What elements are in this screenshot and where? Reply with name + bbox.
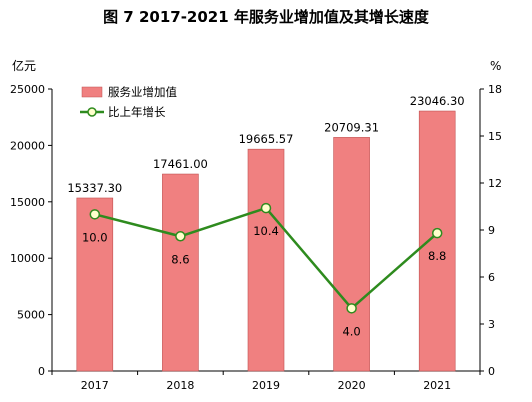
growth-point	[89, 209, 101, 220]
left-tick-label: 5000	[17, 309, 45, 322]
right-tick-label: 12	[488, 177, 502, 190]
chart-title: 图 7 2017-2021 年服务业增加值及其增长速度	[103, 8, 430, 26]
growth-point	[346, 303, 357, 314]
legend: 服务业增加值 比上年增长	[80, 85, 177, 119]
growth-value-label: 8.8	[428, 249, 446, 263]
left-axis-unit: 亿元	[12, 58, 36, 73]
growth-value-label: 10.0	[82, 230, 108, 244]
legend-bar-swatch	[81, 86, 103, 98]
growth-value-label: 8.6	[171, 252, 189, 266]
plot-area: 0 5000 10000 15000 20000 25000 0 3 6 9 12 15 18 2017 2…	[10, 83, 502, 392]
x-tick-label: 2020	[338, 379, 366, 392]
x-tick-label: 2017	[81, 379, 109, 392]
bar	[418, 110, 456, 372]
bar	[76, 197, 114, 372]
bar	[333, 137, 370, 372]
right-tick-label: 0	[488, 365, 495, 378]
right-tick-label: 15	[488, 130, 502, 143]
bar-value-label: 19665.57	[239, 132, 294, 146]
bar-value-label: 23046.30	[410, 94, 465, 108]
growth-value-label: 4.0	[342, 324, 360, 338]
left-tick-label: 10000	[10, 252, 45, 265]
bar-value-label: 17461.00	[153, 157, 208, 171]
left-tick-label: 15000	[10, 196, 45, 209]
bar-value-label: 15337.30	[67, 181, 122, 195]
right-tick-label: 6	[488, 271, 495, 284]
legend-line-marker	[87, 107, 97, 117]
growth-point	[260, 202, 272, 214]
growth-point	[175, 231, 186, 242]
right-tick-label: 18	[488, 83, 502, 96]
bar-value-label: 20709.31	[324, 120, 379, 134]
right-tick-label: 3	[488, 318, 495, 331]
left-tick-label: 25000	[10, 83, 45, 96]
left-tick-label: 20000	[10, 139, 45, 152]
x-tick-label: 2021	[423, 379, 451, 392]
growth-value-label: 10.4	[253, 224, 279, 238]
right-tick-label: 9	[488, 224, 495, 237]
bar	[247, 148, 285, 372]
growth-point	[431, 227, 443, 239]
legend-bar-label: 服务业增加值	[108, 85, 177, 99]
right-axis-unit: %	[490, 59, 501, 73]
x-tick-label: 2018	[166, 379, 194, 392]
legend-line-label: 比上年增长	[108, 105, 166, 119]
x-tick-label: 2019	[252, 379, 280, 392]
bar	[162, 173, 199, 372]
left-tick-label: 0	[38, 365, 45, 378]
